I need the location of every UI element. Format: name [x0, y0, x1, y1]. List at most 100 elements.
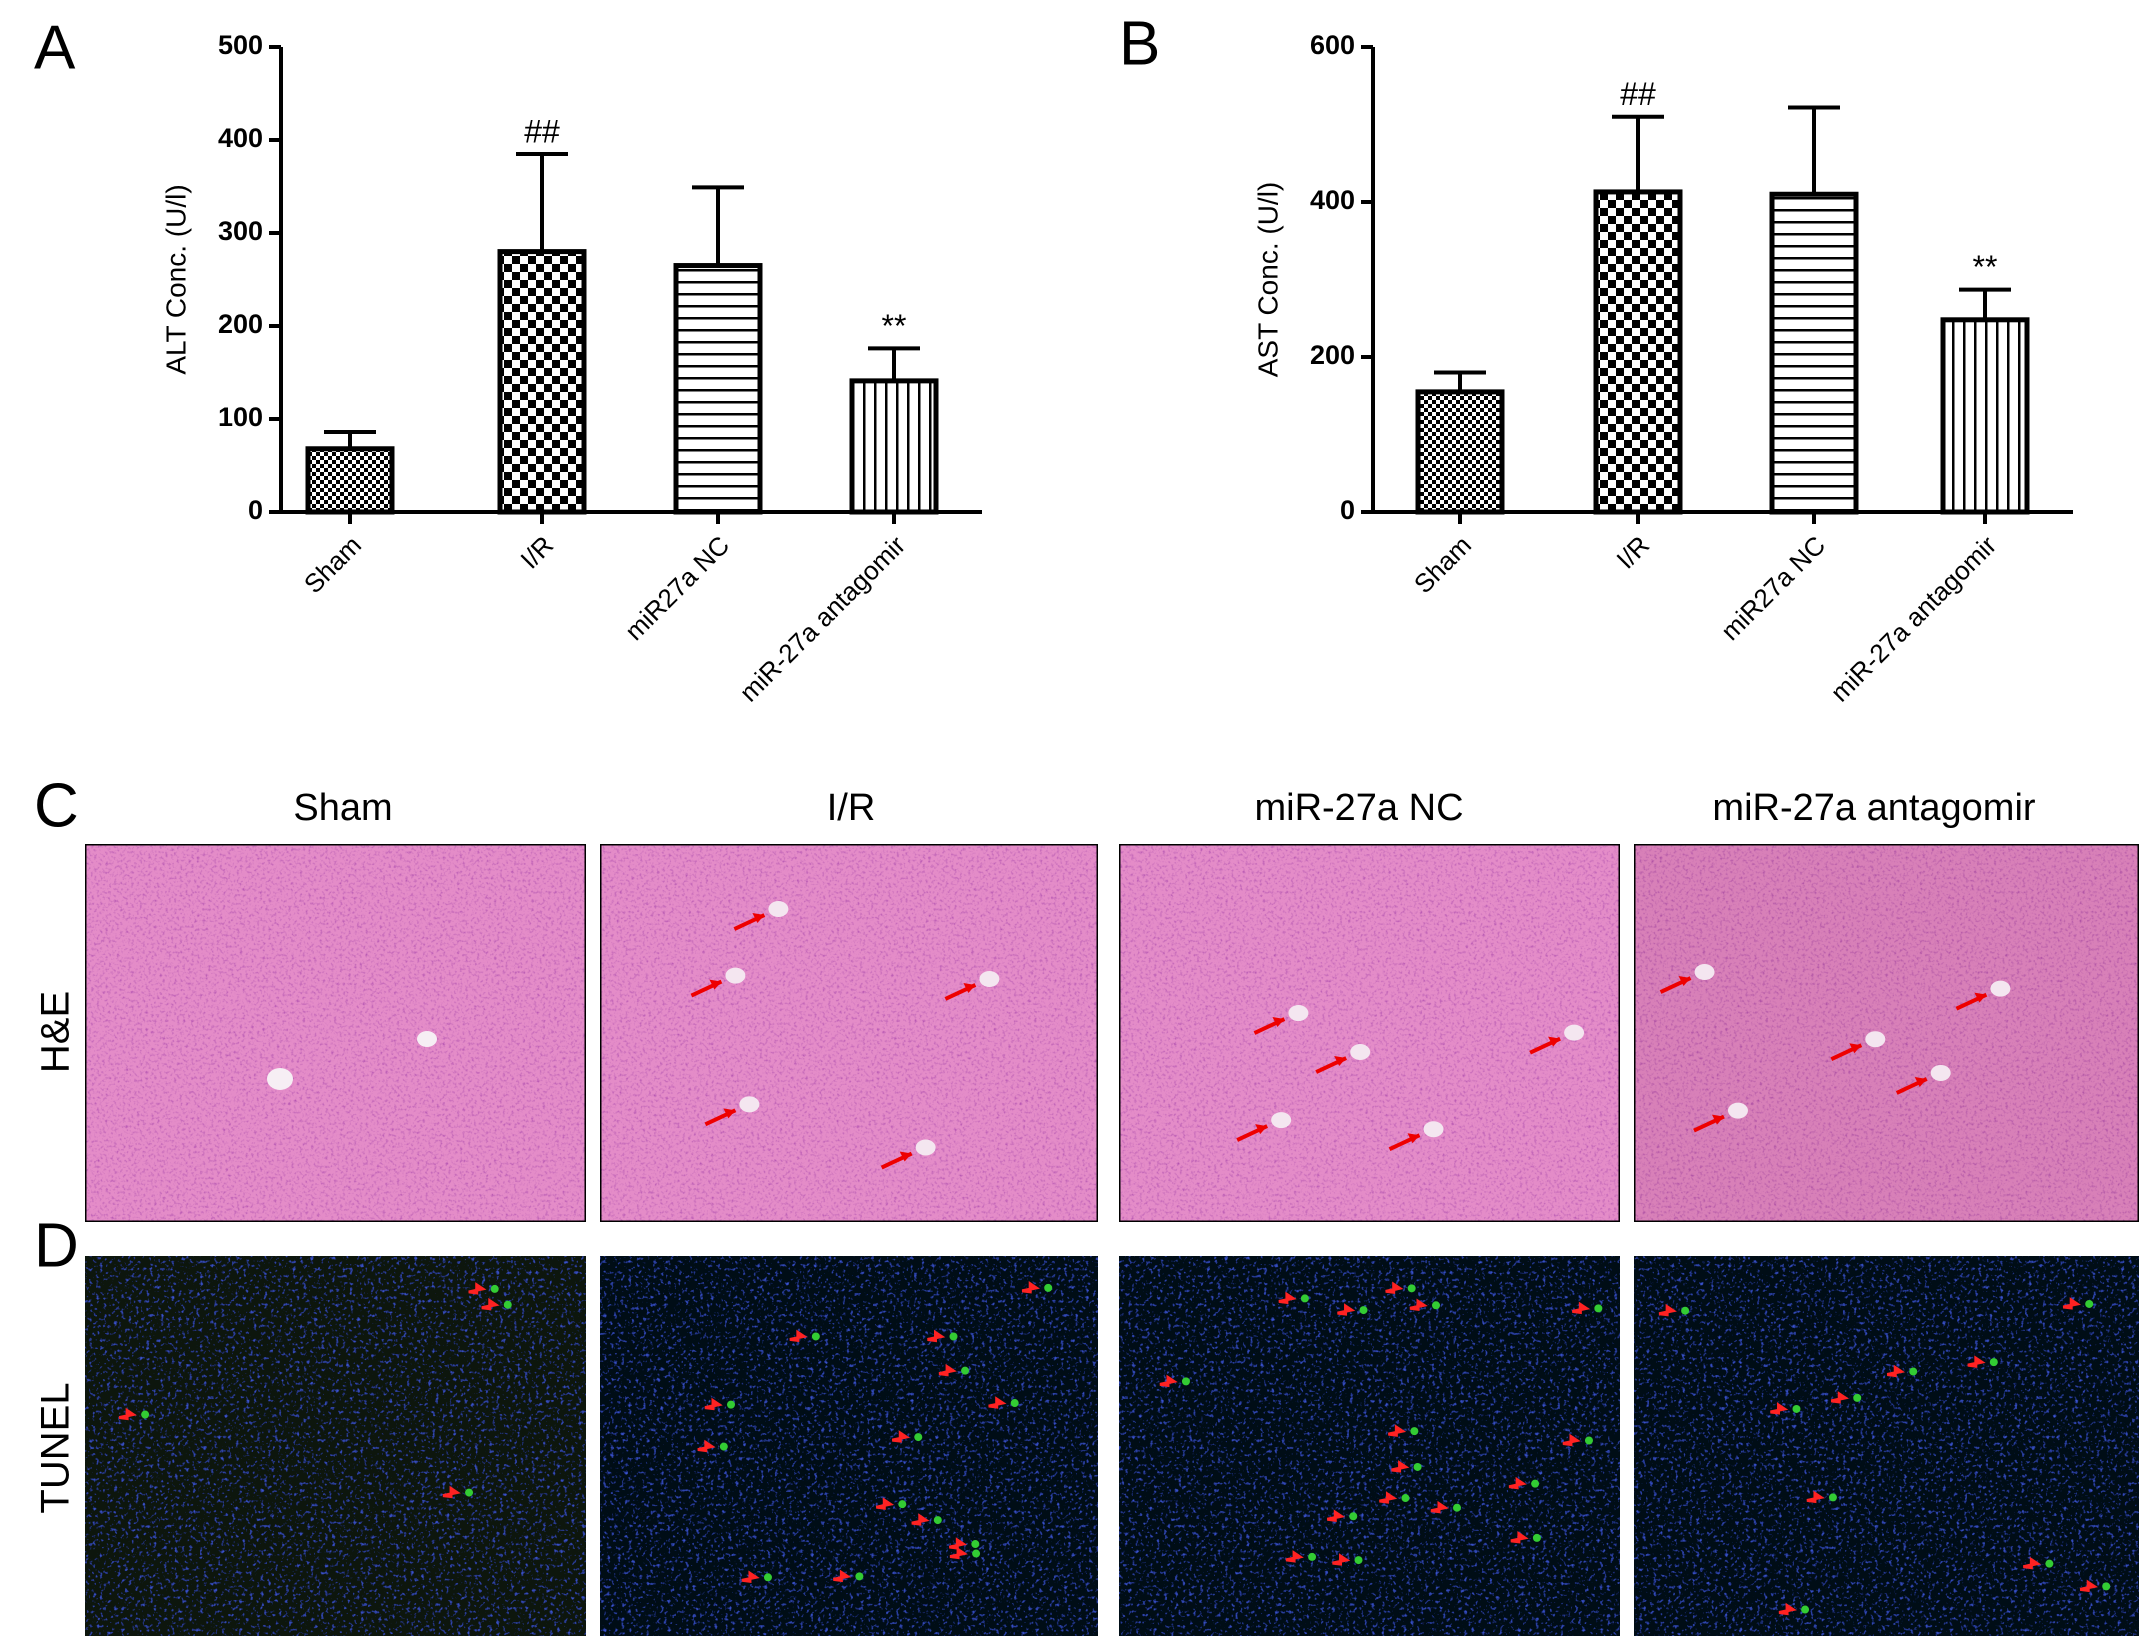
vessel — [725, 967, 746, 984]
arrow — [1409, 1298, 1428, 1311]
bar — [849, 378, 939, 515]
arrow-head — [1678, 976, 1691, 987]
arrow — [1778, 1602, 1797, 1616]
arrow — [1391, 1460, 1410, 1473]
arrow-head — [1272, 1017, 1285, 1028]
vessel — [417, 1031, 437, 1047]
bar — [1415, 389, 1505, 515]
apoptotic-cell — [961, 1366, 970, 1375]
arrow — [1572, 1301, 1591, 1315]
arrow — [938, 1363, 957, 1377]
arrow — [1278, 1291, 1297, 1305]
vessel — [1865, 1031, 1886, 1048]
arrow — [1332, 1553, 1351, 1566]
row-label: TUNEL — [34, 1382, 78, 1513]
apoptotic-cell — [2045, 1559, 2054, 1568]
apoptotic-cell — [1853, 1393, 1862, 1402]
panel-letter: C — [34, 771, 79, 840]
arrow-head — [709, 979, 722, 990]
arrow — [2023, 1556, 2042, 1570]
vessel — [979, 970, 1000, 987]
micrograph-grid: C D Sham I/R miR-27a NC miR-27a antagomi… — [34, 771, 2141, 1636]
apoptotic-cell — [949, 1332, 958, 1341]
tunel-image — [1119, 1256, 1620, 1636]
arrow — [1508, 1476, 1527, 1490]
apoptotic-cell — [972, 1549, 981, 1558]
vessel — [768, 901, 789, 918]
y-tick-label: 100 — [218, 402, 263, 432]
arrow — [481, 1297, 500, 1311]
arrow — [1159, 1374, 1178, 1388]
arrow — [948, 1537, 968, 1550]
vessel — [1694, 964, 1715, 981]
arrow — [1510, 1531, 1529, 1544]
apoptotic-cell — [1413, 1462, 1422, 1471]
apoptotic-cell — [1044, 1283, 1053, 1292]
apoptotic-cell — [914, 1433, 923, 1442]
panel-letter: A — [34, 13, 76, 82]
x-tick-label: Sham — [298, 530, 367, 599]
bar — [1593, 189, 1683, 515]
arrow — [697, 1439, 716, 1453]
arrow — [789, 1329, 808, 1343]
arrow — [927, 1329, 946, 1343]
bar — [1940, 317, 2030, 515]
arrow — [2062, 1297, 2081, 1310]
arrow — [1562, 1433, 1581, 1447]
significance-label: ## — [524, 113, 560, 149]
vessel — [1423, 1121, 1444, 1138]
significance-label: ## — [1620, 76, 1656, 112]
arrow — [875, 1497, 895, 1510]
arrow — [468, 1282, 487, 1295]
arrow — [833, 1569, 852, 1583]
arrow — [1770, 1402, 1789, 1415]
panel-letter: D — [34, 1211, 79, 1280]
he-image — [598, 842, 1100, 1224]
apoptotic-cell — [1681, 1306, 1690, 1315]
apoptotic-cell — [811, 1332, 820, 1341]
apoptotic-cell — [465, 1488, 474, 1497]
bar — [673, 263, 763, 515]
he-image — [1632, 842, 2141, 1224]
x-tick-label: Sham — [1408, 530, 1477, 599]
apoptotic-cell — [503, 1300, 512, 1309]
arrow-head — [1849, 1043, 1862, 1054]
apoptotic-cell — [141, 1410, 150, 1419]
arrow — [1326, 1509, 1346, 1522]
y-tick-label: 500 — [218, 30, 263, 60]
apoptotic-cell — [1349, 1512, 1358, 1521]
apoptotic-cell — [1410, 1427, 1419, 1436]
vessel — [1930, 1064, 1951, 1081]
y-tick-label: 400 — [218, 123, 263, 153]
apoptotic-cell — [1401, 1494, 1410, 1503]
tunel-image — [85, 1256, 586, 1636]
vessel — [1727, 1102, 1748, 1119]
apoptotic-cell — [490, 1284, 499, 1293]
apoptotic-cell — [1828, 1493, 1837, 1502]
vessel — [915, 1139, 936, 1156]
apoptotic-cell — [1354, 1556, 1363, 1565]
arrow — [1337, 1303, 1356, 1316]
column-title: Sham — [293, 787, 392, 829]
arrow — [741, 1570, 760, 1584]
x-tick-label: I/R — [1610, 530, 1655, 575]
x-tick-label: miR27a NC — [1715, 530, 1831, 646]
apoptotic-cell — [855, 1572, 864, 1581]
row-label: H&E — [34, 991, 78, 1073]
arrow — [1021, 1281, 1040, 1294]
tunel-image — [1634, 1256, 2139, 1636]
apoptotic-cell — [1452, 1503, 1461, 1512]
arrow-head — [1334, 1056, 1347, 1067]
apoptotic-cell — [898, 1500, 907, 1509]
y-tick-label: 400 — [1310, 185, 1355, 215]
apoptotic-cell — [971, 1540, 980, 1549]
arrow-head — [1914, 1076, 1927, 1087]
arrow — [2079, 1579, 2098, 1593]
arrow-head — [752, 913, 765, 924]
arrow — [1430, 1500, 1449, 1514]
bar — [497, 249, 587, 515]
arrow-head — [1974, 992, 1987, 1003]
arrow — [1967, 1355, 1986, 1368]
apoptotic-cell — [2102, 1582, 2111, 1591]
